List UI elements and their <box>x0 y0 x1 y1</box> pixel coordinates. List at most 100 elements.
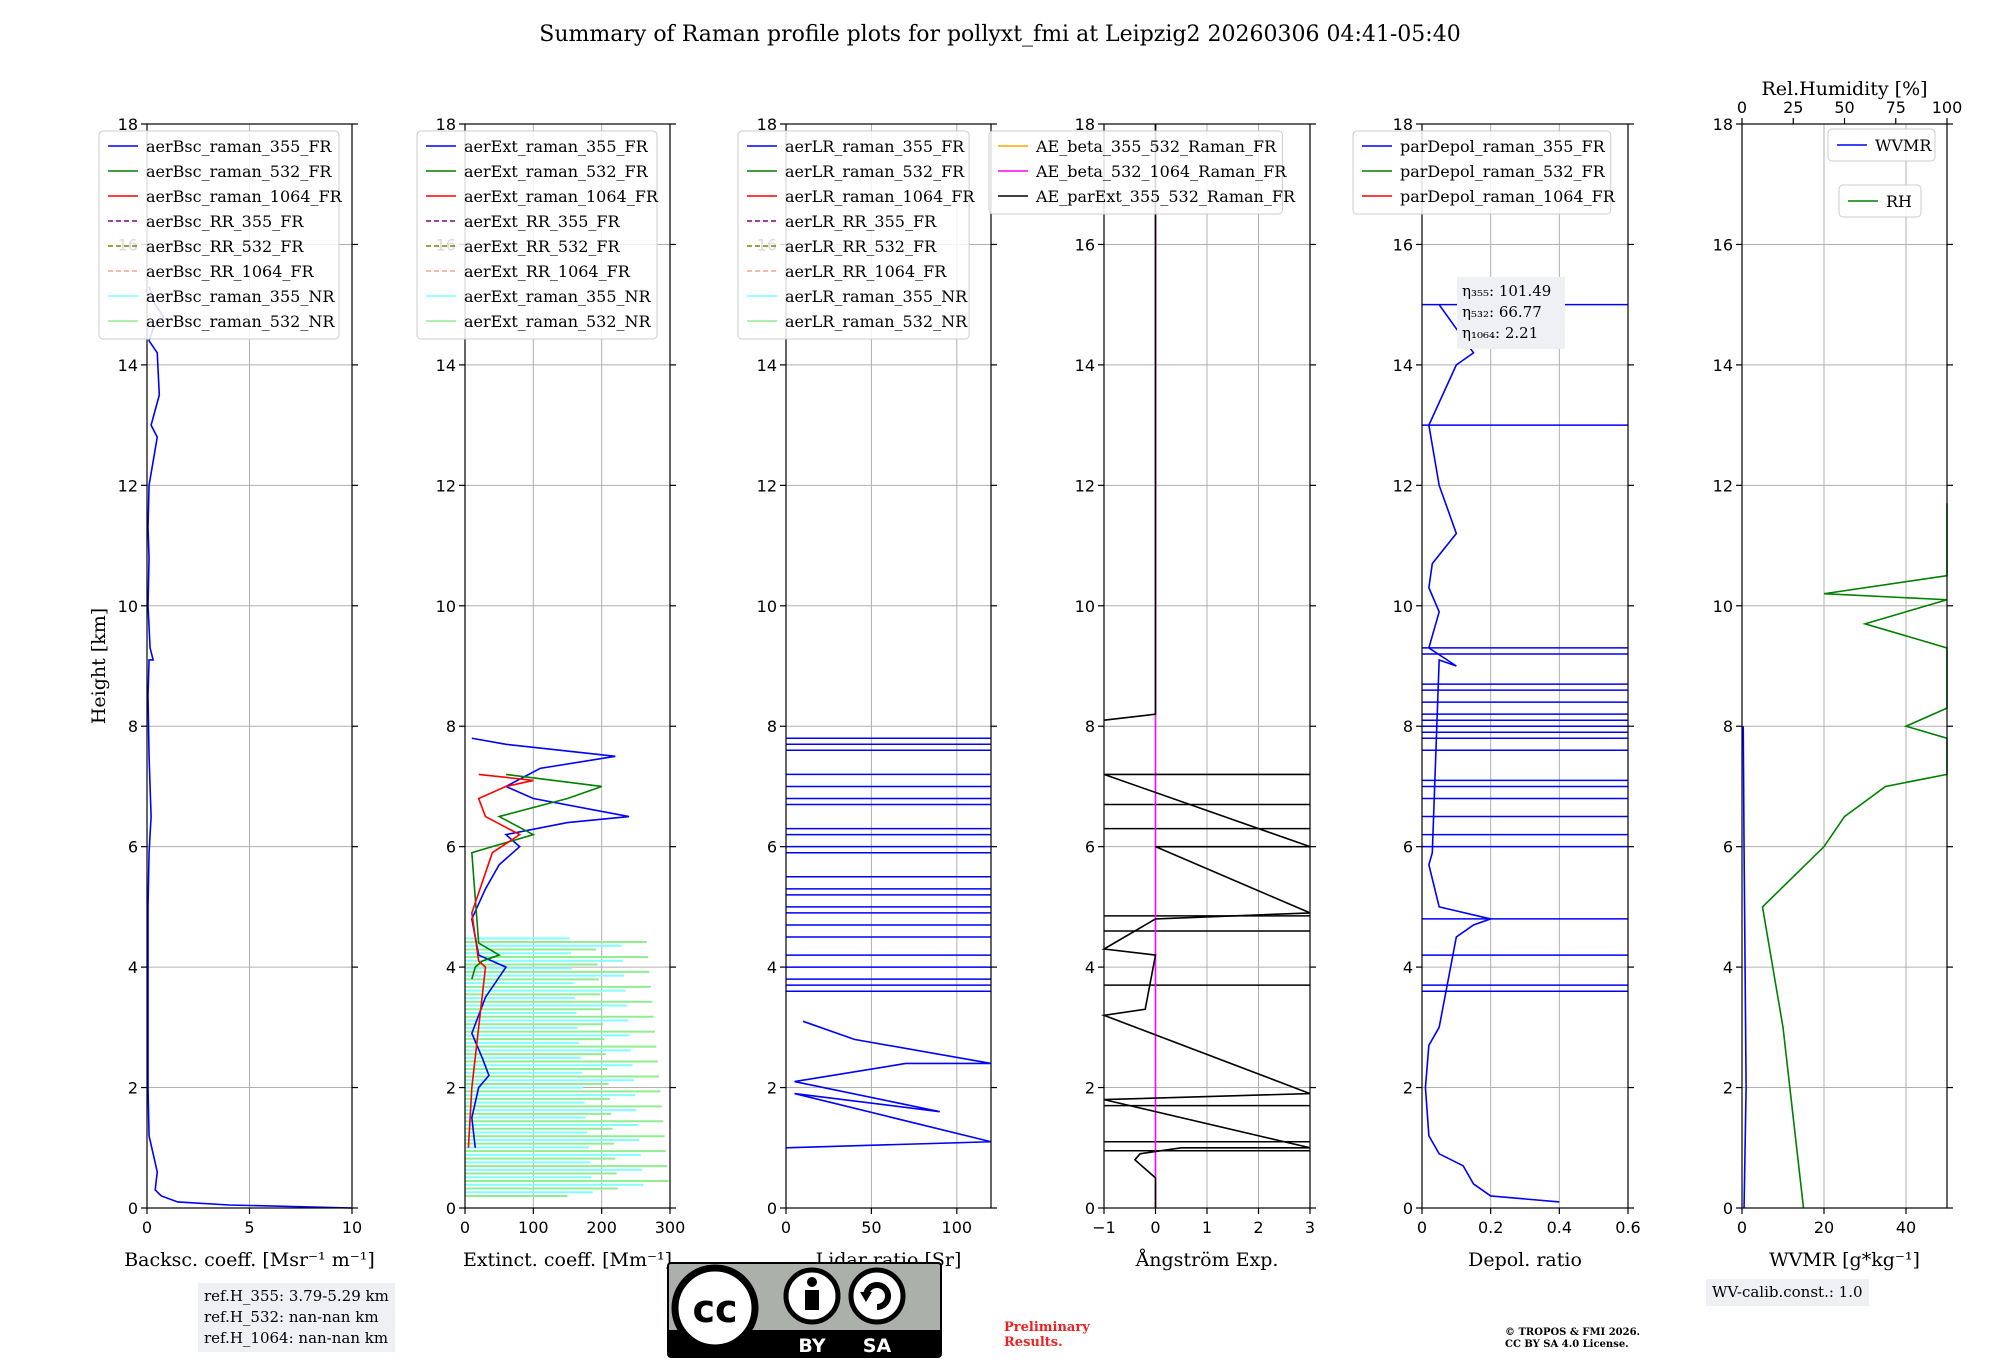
panel-ext-ytick-label-0: 0 <box>446 1199 456 1218</box>
panel-depol-annotation-0: η₃₅₅: 101.49 <box>1462 282 1551 300</box>
panel-bsc-ytick-label-1: 2 <box>128 1079 138 1098</box>
panel-depol-xtick-label-3: 0.6 <box>1615 1218 1640 1237</box>
panel-wv-ytick-label-7: 14 <box>1713 356 1733 375</box>
panel-depol-ytick-label-7: 14 <box>1393 356 1413 375</box>
panel-ae-legend-box <box>988 130 1283 215</box>
panel-ae-series-2 <box>1103 124 1157 721</box>
panel-ae-legend-label-0: AE_beta_355_532_Raman_FR <box>1035 137 1277 156</box>
panel-bsc-ytick-label-6: 12 <box>118 476 138 495</box>
panel-ext-ytick-label-2: 4 <box>446 958 456 977</box>
cc-icon <box>671 1264 759 1352</box>
figure-title: Summary of Raman profile plots for polly… <box>539 22 1461 47</box>
panel-wv-legend-label-1: RH <box>1886 192 1912 211</box>
panel-ae-ytick-label-9: 18 <box>1075 115 1095 134</box>
panel-depol-annotation-2: η₁₀₆₄: 2.21 <box>1462 324 1538 342</box>
panel-depol-annotation-1: η₅₃₂: 66.77 <box>1462 303 1542 321</box>
panel-lr-legend-label-1: aerLR_raman_532_FR <box>785 162 965 181</box>
panel-bsc-ytick-label-4: 8 <box>128 717 138 736</box>
cc-sa-label: SA <box>863 1335 892 1357</box>
panel-wv-ytick-label-9: 18 <box>1713 115 1733 134</box>
panel-ae-ytick-label-8: 16 <box>1075 235 1095 254</box>
panel-ae-xtick-label-4: 3 <box>1305 1218 1315 1237</box>
panel-lr-series-0 <box>785 1020 992 1149</box>
panel-lr-legend-label-2: aerLR_raman_1064_FR <box>785 187 975 206</box>
panel-wv-ytick-label-3: 6 <box>1723 838 1733 857</box>
panel-bsc-series-0 <box>147 286 353 1209</box>
panel-wv-ytick-label-8: 16 <box>1713 235 1733 254</box>
panel-ae-series-1 <box>1100 773 1311 1208</box>
panel-bsc-ytick-label-0: 0 <box>128 1199 138 1218</box>
panel-lr-xtick-label-2: 100 <box>942 1218 973 1237</box>
panel-bsc-ytick-label-5: 10 <box>118 597 138 616</box>
panel-depol-xtick-label-0: 0 <box>1417 1218 1427 1237</box>
panel-bsc-legend-label-4: aerBsc_RR_532_FR <box>146 237 304 256</box>
panel-lr-frame <box>785 123 992 1209</box>
panel-bsc-ytick-label-3: 6 <box>128 838 138 857</box>
panel-ext-xtick-label-3: 300 <box>655 1218 686 1237</box>
cc-icon-text: cc <box>692 1287 737 1331</box>
panel-ae-xtick-label-3: 2 <box>1253 1218 1263 1237</box>
panel-lr-legend-label-0: aerLR_raman_355_FR <box>785 137 965 156</box>
panel-depol-ytick-label-8: 16 <box>1393 235 1413 254</box>
copyright-line-2: CC BY SA 4.0 License. <box>1505 1339 1629 1350</box>
panel-ae-ytick-label-7: 14 <box>1075 356 1095 375</box>
panel-ae-ytick-label-3: 6 <box>1085 838 1095 857</box>
panel-wv-frame <box>1741 123 1948 1209</box>
panel-wv-toptick-label-0: 0 <box>1737 98 1747 117</box>
panel-wv-ytick-label-2: 4 <box>1723 958 1733 977</box>
panel-depol-frame <box>1421 123 1629 1209</box>
panel-lr-ytick-label-0: 0 <box>767 1199 777 1218</box>
panel-ext-xtick-label-0: 0 <box>460 1218 470 1237</box>
copyright-note: © TROPOS & FMI 2026. CC BY SA 4.0 Licens… <box>1505 1327 1640 1351</box>
panel-ext-series-2 <box>467 773 534 1148</box>
panel-bsc-ytick-label-7: 14 <box>118 356 138 375</box>
panel-lr-ytick-label-1: 2 <box>767 1079 777 1098</box>
panel-depol-annotation-box <box>1457 277 1565 349</box>
panel-depol-legend-label-0: parDepol_raman_355_FR <box>1400 137 1606 156</box>
panel-wv-xtick-label-0: 0 <box>1737 1218 1747 1237</box>
panel-ae-xtick-label-0: −1 <box>1092 1218 1116 1237</box>
sa-icon-arrow <box>860 1292 872 1302</box>
by-icon-body <box>805 1290 819 1310</box>
panel-wv-series-0 <box>1742 726 1747 1209</box>
panel-bsc-xtick-label-0: 0 <box>142 1218 152 1237</box>
panel-ae-xlabel: Ångström Exp. <box>1135 1249 1279 1271</box>
panel-wv-ytick-label-4: 8 <box>1723 717 1733 736</box>
panel-ext-xtick-label-2: 200 <box>586 1218 617 1237</box>
panel-ext-ytick-label-3: 6 <box>446 838 456 857</box>
panel-depol-legend-box <box>1352 130 1612 215</box>
panel-ae-xtick-label-2: 1 <box>1202 1218 1212 1237</box>
panel-bsc-xtick-label-1: 5 <box>244 1218 254 1237</box>
panel-lr-legend-label-4: aerLR_RR_532_FR <box>785 237 937 256</box>
panel-ext-legend-label-1: aerExt_raman_532_FR <box>464 162 649 181</box>
panel-lr-ytick-label-4: 8 <box>767 717 777 736</box>
panel-lr-ytick-label-3: 6 <box>767 838 777 857</box>
panel-ae-ytick-label-4: 8 <box>1085 717 1095 736</box>
panel-ext-ytick-label-9: 18 <box>436 115 456 134</box>
panel-lr-legend-label-7: aerLR_raman_532_NR <box>785 312 968 331</box>
panel-ae-ytick-label-6: 12 <box>1075 476 1095 495</box>
panel-bsc-legend-label-6: aerBsc_raman_355_NR <box>146 287 335 306</box>
panel-wv-toptick-label-4: 100 <box>1932 98 1963 117</box>
panel-ext-ytick-label-5: 10 <box>436 597 456 616</box>
panel-depol-ytick-label-6: 12 <box>1393 476 1413 495</box>
panel-lr-legend-label-3: aerLR_RR_355_FR <box>785 212 937 231</box>
panel-wv-toptick-label-2: 50 <box>1834 98 1854 117</box>
panel-ae-xtick-label-1: 0 <box>1150 1218 1160 1237</box>
cc-by-label: BY <box>798 1335 825 1357</box>
panel-lr-xtick-label-1: 50 <box>861 1218 881 1237</box>
panel-bsc-legend-label-5: aerBsc_RR_1064_FR <box>146 262 315 281</box>
preliminary-line-2: Results. <box>1004 1335 1063 1350</box>
panel-lr-ytick-label-6: 12 <box>757 476 777 495</box>
panel-ae-legend-label-1: AE_beta_532_1064_Raman_FR <box>1035 162 1287 181</box>
y-axis-label: Height [km] <box>88 608 110 724</box>
panel-bsc-xlabel: Backsc. coeff. [Msr⁻¹ m⁻¹] <box>124 1249 375 1271</box>
panel-bsc-xtick-label-2: 10 <box>342 1218 362 1237</box>
panel-lr-ytick-label-9: 18 <box>757 115 777 134</box>
panel-wv-xlabel: WVMR [g*kg⁻¹] <box>1769 1249 1920 1271</box>
panel-lr-ytick-label-7: 14 <box>757 356 777 375</box>
panel-wv-toptick-label-1: 25 <box>1783 98 1803 117</box>
panel-bsc-ytick-label-2: 4 <box>128 958 138 977</box>
